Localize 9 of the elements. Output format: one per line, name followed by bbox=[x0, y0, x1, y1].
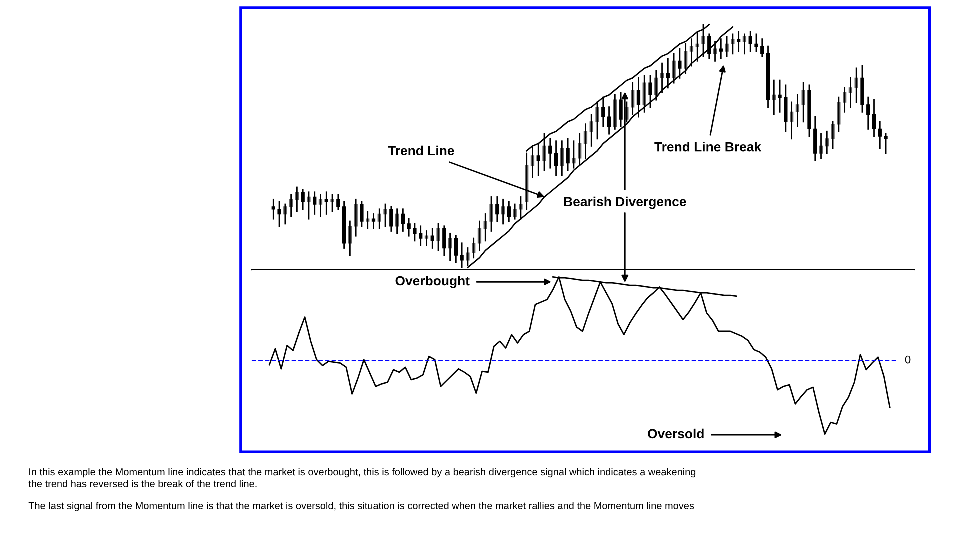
ref-line-label: 0 bbox=[905, 356, 911, 364]
annotation: Oversold bbox=[648, 428, 704, 439]
text: The last signal from the Momentum line is that the market is oversold, this situation is corrected when the market rallies and the Momentum line moves bbox=[28, 502, 694, 512]
candlestick bbox=[884, 133, 888, 154]
text: In this example the Momentum line indicates that the market is overbought, this is followed by a bearish divergence signal which indicates a weakening the trend has reversed is the break of the trend line. bbox=[28, 468, 696, 488]
annotation: Bearish Divergence bbox=[564, 196, 686, 210]
annotation: Trend Line Break bbox=[654, 142, 762, 152]
annotation: Trend Line bbox=[388, 146, 454, 156]
annotation: Overbought bbox=[396, 276, 470, 288]
